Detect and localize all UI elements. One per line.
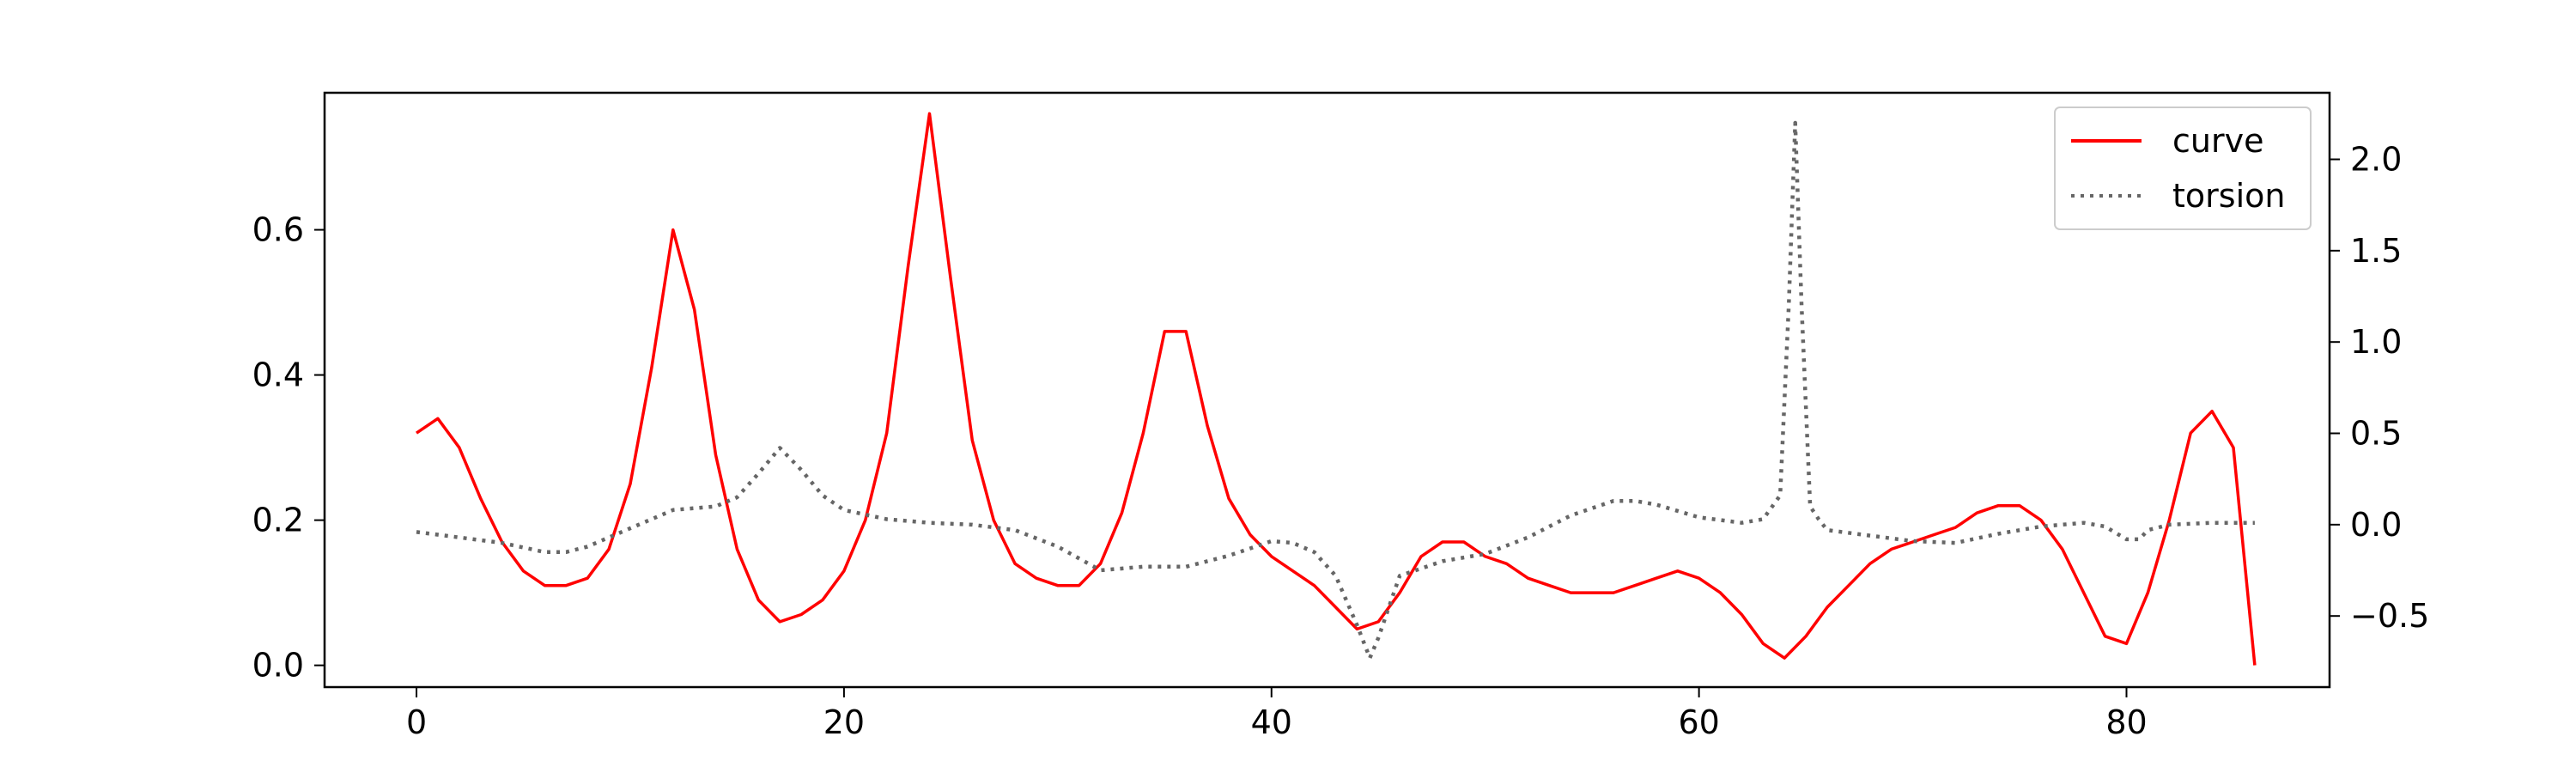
legend-label-curve: curve bbox=[2172, 122, 2263, 160]
x-tick-label: 20 bbox=[823, 703, 865, 741]
y-left-tick-label: 0.2 bbox=[252, 502, 304, 539]
y-right-tick-label: −0.5 bbox=[2350, 597, 2429, 635]
y-right-tick-label: 1.0 bbox=[2350, 323, 2402, 361]
x-axis: 0 20 40 60 80 bbox=[406, 687, 2148, 741]
y-axis-right: −0.5 0.0 0.5 1.0 1.5 2.0 bbox=[2330, 141, 2429, 635]
x-tick-label: 40 bbox=[1251, 703, 1292, 741]
series-line-curve bbox=[416, 112, 2257, 666]
legend: curve torsion bbox=[2054, 107, 2312, 230]
x-tick-label: 80 bbox=[2105, 703, 2147, 741]
y-left-tick-label: 0.0 bbox=[252, 647, 304, 685]
x-tick-label: 0 bbox=[406, 703, 427, 741]
plot-frame bbox=[323, 91, 2331, 689]
y-axis-left: 0.0 0.2 0.4 0.6 bbox=[252, 211, 325, 685]
y-left-tick-label: 0.6 bbox=[252, 211, 304, 249]
y-left-tick-label: 0.4 bbox=[252, 356, 304, 394]
plot-area bbox=[416, 112, 2257, 666]
y-right-tick-label: 0.5 bbox=[2350, 415, 2402, 453]
y-right-tick-label: 1.5 bbox=[2350, 232, 2402, 270]
x-tick-label: 60 bbox=[1678, 703, 1719, 741]
legend-box bbox=[2054, 107, 2312, 230]
series-line-torsion bbox=[416, 120, 2255, 660]
y-right-tick-label: 2.0 bbox=[2350, 141, 2402, 179]
y-right-tick-label: 0.0 bbox=[2350, 506, 2402, 544]
legend-label-torsion: torsion bbox=[2172, 177, 2285, 215]
